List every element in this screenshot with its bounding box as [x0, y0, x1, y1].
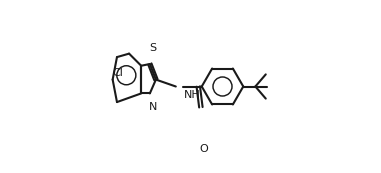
Text: NH: NH — [184, 90, 201, 100]
Text: O: O — [199, 144, 208, 154]
Text: N: N — [149, 102, 157, 112]
Text: Cl: Cl — [112, 68, 123, 78]
Text: S: S — [150, 43, 157, 53]
